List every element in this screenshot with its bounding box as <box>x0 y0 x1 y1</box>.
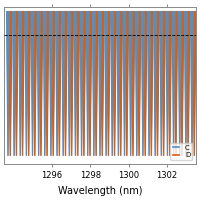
Polygon shape <box>123 12 126 156</box>
Polygon shape <box>119 12 122 156</box>
Polygon shape <box>88 12 92 156</box>
Polygon shape <box>15 12 18 156</box>
Polygon shape <box>111 12 114 156</box>
Polygon shape <box>27 12 30 156</box>
Polygon shape <box>70 12 73 156</box>
Polygon shape <box>58 12 61 156</box>
Polygon shape <box>137 12 141 156</box>
Polygon shape <box>156 12 159 156</box>
Polygon shape <box>80 12 83 156</box>
Polygon shape <box>86 12 89 156</box>
Polygon shape <box>186 12 190 156</box>
X-axis label: Wavelength (nm): Wavelength (nm) <box>58 186 142 196</box>
Polygon shape <box>94 12 98 156</box>
Legend: C, D: C, D <box>170 143 192 160</box>
Polygon shape <box>39 12 43 156</box>
Polygon shape <box>82 12 86 156</box>
Polygon shape <box>129 12 132 156</box>
Polygon shape <box>125 12 129 156</box>
Polygon shape <box>197 12 199 156</box>
Polygon shape <box>162 12 165 156</box>
Polygon shape <box>172 12 175 156</box>
Polygon shape <box>19 12 22 156</box>
Polygon shape <box>37 12 40 156</box>
Polygon shape <box>142 12 144 156</box>
Polygon shape <box>9 12 12 156</box>
Polygon shape <box>166 12 169 156</box>
Polygon shape <box>25 12 28 156</box>
Polygon shape <box>56 12 58 156</box>
Polygon shape <box>107 12 110 156</box>
Polygon shape <box>68 12 71 156</box>
Polygon shape <box>144 12 147 156</box>
Polygon shape <box>31 12 34 156</box>
Polygon shape <box>135 12 138 156</box>
Polygon shape <box>148 12 150 156</box>
Polygon shape <box>199 12 200 156</box>
Polygon shape <box>50 12 52 156</box>
Polygon shape <box>160 12 163 156</box>
Polygon shape <box>33 12 37 156</box>
Polygon shape <box>131 12 135 156</box>
Polygon shape <box>76 12 79 156</box>
Polygon shape <box>93 12 95 156</box>
Polygon shape <box>74 12 77 156</box>
Polygon shape <box>185 12 187 156</box>
Polygon shape <box>154 12 157 156</box>
Polygon shape <box>7 12 9 156</box>
Polygon shape <box>52 12 55 156</box>
Polygon shape <box>45 12 49 156</box>
Polygon shape <box>105 12 107 156</box>
Polygon shape <box>174 12 178 156</box>
Polygon shape <box>21 12 24 156</box>
Polygon shape <box>99 12 101 156</box>
Polygon shape <box>178 12 181 156</box>
Polygon shape <box>101 12 104 156</box>
Polygon shape <box>113 12 116 156</box>
Polygon shape <box>117 12 120 156</box>
Polygon shape <box>150 12 153 156</box>
Polygon shape <box>43 12 46 156</box>
Polygon shape <box>191 12 193 156</box>
Polygon shape <box>168 12 171 156</box>
Polygon shape <box>193 12 196 156</box>
Polygon shape <box>64 12 67 156</box>
Polygon shape <box>13 12 15 156</box>
Polygon shape <box>62 12 65 156</box>
Polygon shape <box>180 12 184 156</box>
